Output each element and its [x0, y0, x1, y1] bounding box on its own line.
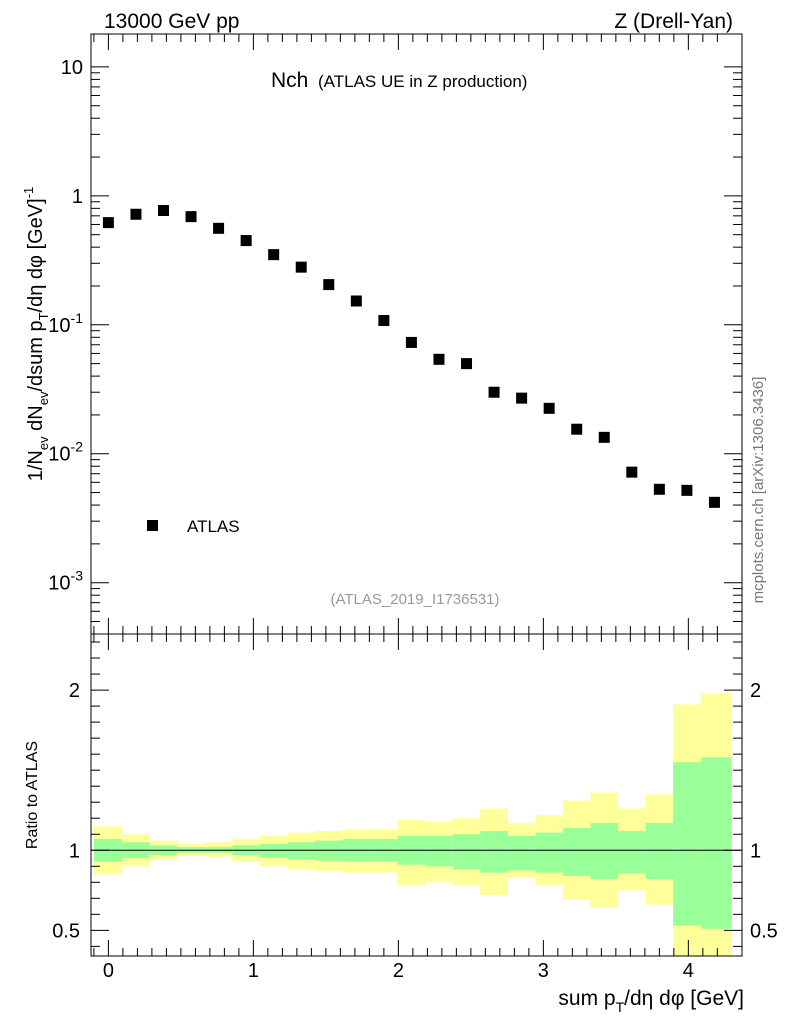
ratio-band-bin	[590, 823, 619, 880]
data-point	[268, 249, 280, 261]
data-point	[323, 279, 335, 291]
x-axis-title: sum pT/dη dφ [GeV]	[558, 987, 744, 1015]
ratio-y-tick-label-right: 2	[750, 680, 761, 702]
data-point	[626, 466, 638, 478]
data-point	[405, 336, 417, 348]
header-left: 13000 GeV pp	[104, 10, 239, 33]
data-point	[653, 483, 665, 495]
data-point	[708, 496, 720, 508]
ratio-panel-ticks	[91, 634, 742, 956]
data-point	[185, 211, 197, 223]
main-panel: 10 1 10-1 10-2 10-3 Nch (ATLAS UE in Z produ…	[21, 33, 743, 635]
data-point	[461, 358, 473, 370]
analysis-id: (ATLAS_2019_I1736531)	[330, 591, 499, 608]
data-point	[130, 208, 142, 220]
main-y-axis-title-text: 1/Nev dNev/dsum pT/dη dφ [GeV]-1	[21, 187, 51, 482]
data-point	[378, 314, 390, 326]
header-right: Z (Drell-Yan)	[614, 10, 733, 33]
data-point	[598, 431, 610, 443]
main-y-tick-label: 1	[72, 186, 83, 208]
main-y-tick-label: 10	[61, 57, 83, 79]
ratio-y-tick-label-left: 0.5	[52, 920, 80, 942]
data-point	[433, 353, 445, 365]
data-point	[571, 423, 583, 435]
ratio-y-tick-label-right: 1	[750, 840, 761, 862]
plot-title: Nch	[271, 69, 308, 92]
x-tick-label: 3	[538, 960, 549, 982]
ratio-band-bin	[618, 831, 646, 874]
data-point	[213, 222, 225, 234]
ratio-panel: 0.5 0.5 1 1 2 2 0 1 2 3 4 Ratio to ATLAS sum pT/d…	[24, 633, 778, 1015]
main-y-tick-label: 10-1	[48, 310, 83, 337]
main-y-axis-title: 1/Nev dNev/dsum pT/dη dφ [GeV]-1	[21, 187, 51, 482]
data-point	[157, 204, 169, 216]
ratio-band-bin	[507, 835, 536, 871]
ratio-band-bin	[645, 823, 674, 880]
ratio-y-tick-label-right: 0.5	[750, 920, 778, 942]
data-point	[543, 402, 555, 414]
legend-marker	[147, 520, 158, 531]
main-y-tick-label: 10-3	[48, 568, 83, 595]
ratio-band-bin	[535, 832, 563, 873]
main-panel-ticks	[91, 34, 742, 635]
ratio-band-bin	[425, 835, 453, 867]
x-tick-labels: 0 1 2 3 4	[103, 960, 694, 982]
side-label: mcplots.cern.ch [arXiv:1306.3436]	[750, 377, 767, 604]
data-point	[102, 217, 114, 229]
data-point	[295, 261, 307, 273]
data-points	[102, 204, 720, 508]
data-point	[488, 386, 500, 398]
ratio-y-tick-labels: 0.5 0.5 1 1 2 2	[52, 680, 778, 942]
x-tick-label: 0	[103, 960, 114, 982]
main-y-tick-labels: 10 1 10-1 10-2 10-3	[48, 57, 83, 595]
ratio-band-bin	[700, 757, 732, 929]
data-point	[350, 295, 362, 307]
ratio-y-axis-title: Ratio to ATLAS	[24, 741, 41, 849]
main-y-tick-label: 10-2	[48, 439, 83, 466]
data-point	[681, 484, 693, 496]
plot-subtitle: (ATLAS UE in Z production)	[318, 72, 527, 91]
ratio-panel-frame	[90, 633, 743, 957]
data-point	[240, 235, 252, 247]
x-tick-label: 4	[683, 960, 694, 982]
legend-label: ATLAS	[187, 517, 240, 536]
x-tick-label: 1	[248, 960, 259, 982]
ratio-band-bin	[562, 827, 591, 876]
x-tick-label: 2	[393, 960, 404, 982]
ratio-y-tick-label-left: 1	[69, 840, 80, 862]
data-point	[516, 392, 528, 404]
ratio-band-bin	[480, 831, 508, 873]
ratio-band-bin	[452, 834, 481, 870]
ratio-y-tick-label-left: 2	[69, 680, 80, 702]
main-panel-frame	[90, 33, 743, 635]
ratio-band-bin	[673, 762, 701, 926]
ratio-bands	[93, 693, 732, 956]
